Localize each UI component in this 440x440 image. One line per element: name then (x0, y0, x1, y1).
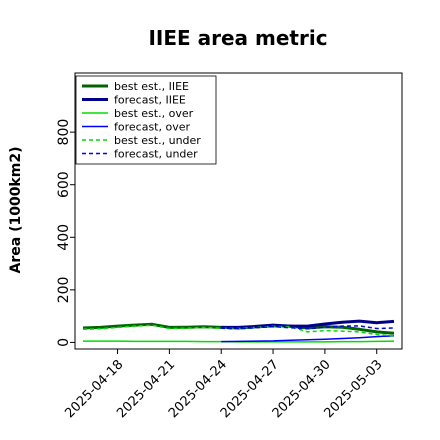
series-line-6 (221, 325, 395, 330)
legend-label: forecast, over (114, 121, 190, 134)
series-line-2 (221, 319, 395, 329)
y-tick-label: 0 (56, 338, 72, 347)
chart-title: IIEE area metric (148, 26, 327, 50)
legend-label: best est., over (114, 107, 194, 120)
plot-frame (74, 72, 403, 350)
y-tick-label: 600 (56, 171, 72, 198)
legend-label: best est., IIEE (114, 80, 189, 93)
legend-label: best est., under (114, 134, 201, 147)
series-layer (82, 319, 395, 343)
legend-label: forecast, under (114, 148, 198, 161)
y-tick-label: 400 (56, 224, 72, 251)
legend-box (75, 75, 217, 165)
legend-label: forecast, IIEE (114, 94, 186, 107)
series-line-4 (221, 335, 395, 343)
y-axis-label: Area (1000km2) (8, 147, 24, 274)
y-tick-label: 200 (56, 277, 72, 304)
y-tick-label: 800 (56, 119, 72, 146)
